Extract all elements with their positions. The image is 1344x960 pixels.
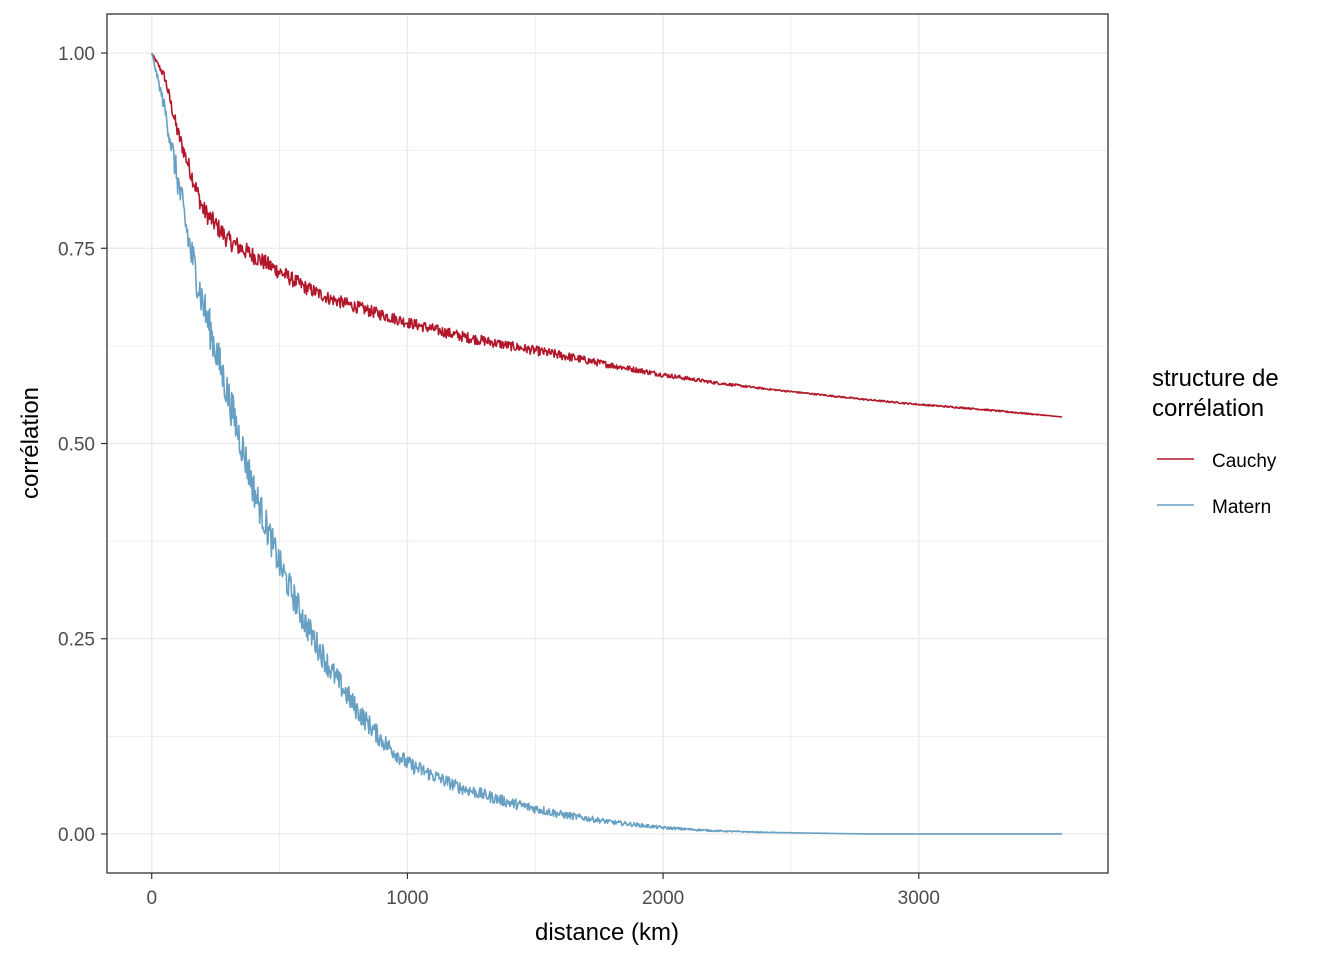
legend-title-line-2: corrélation bbox=[1152, 395, 1264, 422]
y-tick-label: 0.00 bbox=[58, 825, 95, 846]
series-layer bbox=[150, 52, 1063, 835]
y-tick-label: 0.25 bbox=[58, 630, 95, 651]
legend-label-cauchy: Cauchy bbox=[1212, 451, 1277, 472]
grid-major bbox=[107, 14, 1108, 873]
x-axis: 0 1000 2000 3000 bbox=[146, 873, 940, 909]
x-tick-label: 2000 bbox=[642, 888, 684, 909]
legend-label-matern: Matern bbox=[1212, 497, 1271, 518]
series-line-cauchy bbox=[151, 52, 1063, 418]
y-tick-label: 1.00 bbox=[58, 44, 95, 65]
legend: structure de corrélation Cauchy Matern bbox=[1152, 365, 1279, 518]
x-axis-title: distance (km) bbox=[535, 919, 679, 946]
x-tick-label: 3000 bbox=[898, 888, 940, 909]
x-tick-label: 1000 bbox=[386, 888, 428, 909]
series-line-matern bbox=[150, 52, 1063, 835]
y-axis-title: corrélation bbox=[17, 387, 44, 499]
y-tick-label: 0.75 bbox=[58, 239, 95, 260]
legend-title-line-1: structure de bbox=[1152, 365, 1279, 392]
y-axis: 0.00 0.25 0.50 0.75 1.00 bbox=[58, 44, 107, 846]
x-tick-label: 0 bbox=[146, 888, 157, 909]
y-tick-label: 0.50 bbox=[58, 435, 95, 456]
